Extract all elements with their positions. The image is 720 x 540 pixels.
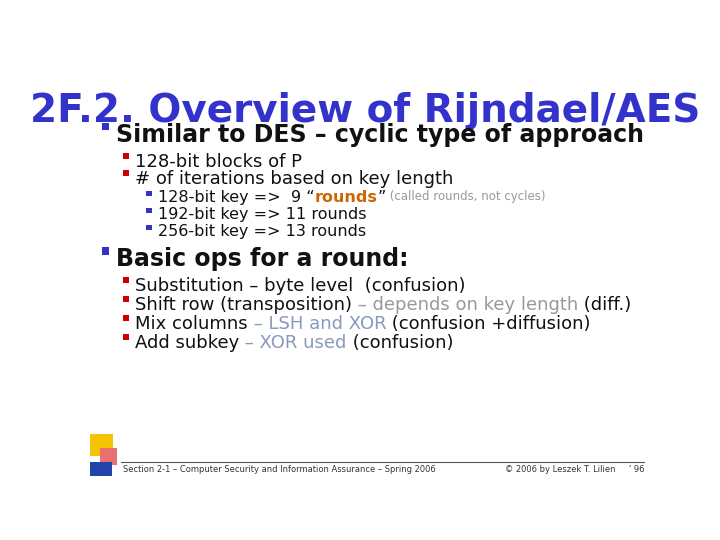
Bar xyxy=(122,334,129,340)
Text: – depends on key length: – depends on key length xyxy=(352,296,578,314)
Text: 128-bit blocks of P: 128-bit blocks of P xyxy=(135,153,302,171)
Text: 2F.2. Overview of Rijndael/AES: 2F.2. Overview of Rijndael/AES xyxy=(30,92,701,130)
Text: Basic ops for a round:: Basic ops for a round: xyxy=(117,247,409,271)
Text: Shift row (transposition): Shift row (transposition) xyxy=(135,296,352,314)
Text: 128-bit key =>  9 “: 128-bit key => 9 “ xyxy=(158,190,315,205)
Text: # of iterations based on key length: # of iterations based on key length xyxy=(135,170,454,188)
Bar xyxy=(100,448,117,465)
Text: © 2006 by Leszek T. Lilien: © 2006 by Leszek T. Lilien xyxy=(505,464,616,474)
Text: – LSH and XOR: – LSH and XOR xyxy=(248,315,386,333)
Bar xyxy=(146,225,152,230)
Bar xyxy=(102,247,109,255)
Bar xyxy=(90,434,113,456)
Text: (called rounds, not cycles): (called rounds, not cycles) xyxy=(386,190,546,203)
Text: rounds: rounds xyxy=(315,190,378,205)
Text: Add subkey: Add subkey xyxy=(135,334,239,352)
Text: (diff.): (diff.) xyxy=(578,296,631,314)
Text: ' 96: ' 96 xyxy=(629,464,644,474)
Text: – XOR used: – XOR used xyxy=(239,334,346,352)
Text: Mix columns: Mix columns xyxy=(135,315,248,333)
Bar xyxy=(122,296,129,302)
Bar xyxy=(122,315,129,321)
Text: Section 2-1 – Computer Security and Information Assurance – Spring 2006: Section 2-1 – Computer Security and Info… xyxy=(122,464,436,474)
Bar xyxy=(102,123,109,130)
Text: ”: ” xyxy=(378,190,386,205)
Text: (confusion +diffusion): (confusion +diffusion) xyxy=(386,315,590,333)
Text: Substitution – byte level  (confusion): Substitution – byte level (confusion) xyxy=(135,276,465,294)
Text: 256-bit key => 13 rounds: 256-bit key => 13 rounds xyxy=(158,224,366,239)
Bar xyxy=(122,153,129,159)
Bar xyxy=(90,462,112,476)
Bar xyxy=(146,191,152,196)
Bar xyxy=(122,170,129,177)
Text: 192-bit key => 11 rounds: 192-bit key => 11 rounds xyxy=(158,207,366,222)
Text: (confusion): (confusion) xyxy=(346,334,453,352)
Bar xyxy=(122,276,129,283)
Text: Similar to DES – cyclic type of approach: Similar to DES – cyclic type of approach xyxy=(117,123,644,146)
Bar xyxy=(146,208,152,213)
